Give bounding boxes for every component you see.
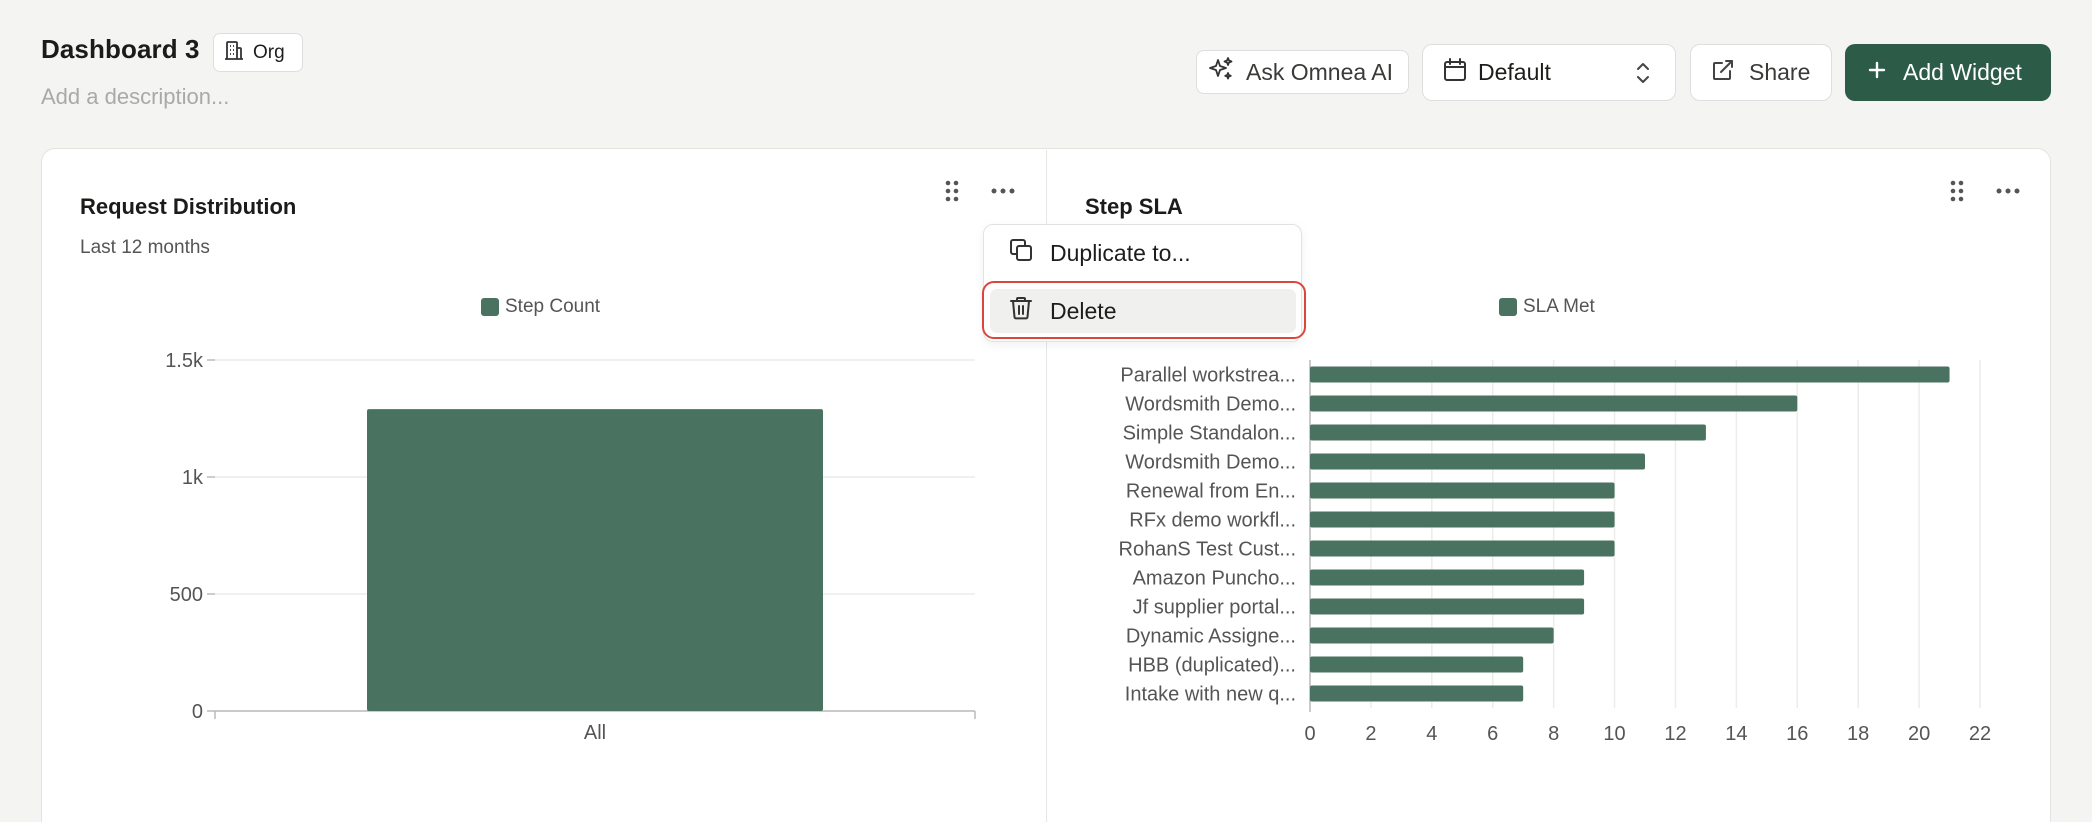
dashboard-title[interactable]: Dashboard 3 xyxy=(41,34,200,64)
y-tick-label: 500 xyxy=(170,584,203,606)
add-widget-label: Add Widget xyxy=(1903,59,2022,85)
widget-title-request-distribution: Request Distribution xyxy=(80,194,297,219)
y-tick-label: 0 xyxy=(192,701,203,723)
y-tick-label: 1k xyxy=(182,467,204,489)
y-tick-label: Amazon Puncho... xyxy=(1133,568,1296,590)
bar xyxy=(1310,482,1615,499)
y-tick-label: Parallel workstrea... xyxy=(1120,365,1296,387)
x-tick-label: 20 xyxy=(1908,723,1930,745)
chart-legend: Step Count xyxy=(481,296,600,318)
legend-swatch xyxy=(481,298,499,316)
y-tick-label: HBB (duplicated)... xyxy=(1128,655,1296,677)
delete-menu-item[interactable]: Delete xyxy=(990,289,1296,333)
x-tick-label: 2 xyxy=(1365,723,1376,745)
description-input[interactable]: Add a description... xyxy=(41,84,230,109)
x-tick-label: 14 xyxy=(1725,723,1747,745)
widget-context-menu: Duplicate to... Delete xyxy=(983,224,1302,342)
y-tick-label: Simple Standalon... xyxy=(1123,423,1296,445)
bar xyxy=(1310,424,1706,441)
y-tick-label: Dynamic Assigne... xyxy=(1126,626,1296,648)
x-tick-label: 0 xyxy=(1304,723,1315,745)
org-badge-label: Org xyxy=(253,41,285,63)
y-tick-label: RohanS Test Cust... xyxy=(1119,539,1297,561)
x-tick-label: 10 xyxy=(1603,723,1625,745)
share-button[interactable]: Share xyxy=(1690,44,1832,101)
y-tick-label: RFx demo workfl... xyxy=(1129,510,1296,532)
x-tick-label: 8 xyxy=(1548,723,1559,745)
sparkles-icon xyxy=(1208,56,1234,88)
more-options-icon[interactable] xyxy=(988,180,1018,202)
y-tick-label: Intake with new q... xyxy=(1125,684,1296,706)
x-tick-label: 22 xyxy=(1969,723,1991,745)
bar xyxy=(1310,540,1615,557)
bar xyxy=(1310,569,1585,586)
copy-icon xyxy=(1008,237,1034,269)
y-tick-label: Wordsmith Demo... xyxy=(1125,394,1296,416)
date-range-select[interactable]: Default xyxy=(1422,44,1676,101)
add-widget-button[interactable]: Add Widget xyxy=(1845,44,2051,101)
org-badge[interactable]: Org xyxy=(213,33,303,72)
bar xyxy=(1310,598,1585,615)
trash-icon xyxy=(1008,295,1034,327)
bar xyxy=(1310,656,1524,673)
legend-label: SLA Met xyxy=(1523,296,1595,317)
bar xyxy=(1310,685,1524,702)
request-distribution-chart: 0 500 1k 1.5k All xyxy=(165,350,976,744)
bar xyxy=(367,409,823,711)
bar xyxy=(1310,366,1950,383)
chart-legend: SLA Met xyxy=(1499,296,1595,318)
bar xyxy=(1310,627,1554,644)
plus-icon xyxy=(1867,59,1887,86)
more-options-icon[interactable] xyxy=(1993,180,2023,202)
legend-swatch xyxy=(1499,298,1517,316)
x-tick-label: All xyxy=(584,722,606,744)
x-tick-label: 18 xyxy=(1847,723,1869,745)
y-tick-label: Renewal from En... xyxy=(1126,481,1296,503)
calendar-icon xyxy=(1442,57,1468,89)
date-range-value: Default xyxy=(1478,59,1551,85)
share-label: Share xyxy=(1749,59,1811,85)
delete-label: Delete xyxy=(1050,297,1117,324)
external-link-icon xyxy=(1711,58,1735,88)
building-icon xyxy=(224,39,244,67)
x-tick-label: 16 xyxy=(1786,723,1808,745)
drag-handle-icon[interactable] xyxy=(940,178,964,204)
delete-highlight-outline xyxy=(982,281,1306,339)
widget-subtitle-request-distribution: Last 12 months xyxy=(80,237,210,258)
bar xyxy=(1310,453,1645,470)
duplicate-menu-item[interactable]: Duplicate to... xyxy=(990,231,1296,275)
widget-divider xyxy=(1046,150,1047,822)
bar xyxy=(1310,395,1798,412)
x-tick-label: 4 xyxy=(1426,723,1437,745)
drag-handle-icon[interactable] xyxy=(1945,178,1969,204)
bar xyxy=(1310,511,1615,528)
x-tick-label: 12 xyxy=(1664,723,1686,745)
x-tick-label: 6 xyxy=(1487,723,1498,745)
y-tick-label: Jf supplier portal... xyxy=(1133,597,1296,619)
legend-label: Step Count xyxy=(505,296,601,317)
duplicate-label: Duplicate to... xyxy=(1050,239,1191,266)
chevrons-up-down-icon xyxy=(1633,59,1653,93)
ask-ai-button[interactable]: Ask Omnea AI xyxy=(1196,50,1409,94)
ask-ai-label: Ask Omnea AI xyxy=(1246,58,1394,85)
y-tick-label: Wordsmith Demo... xyxy=(1125,452,1296,474)
widget-title-step-sla: Step SLA xyxy=(1085,194,1183,219)
y-tick-label: 1.5k xyxy=(165,350,204,372)
